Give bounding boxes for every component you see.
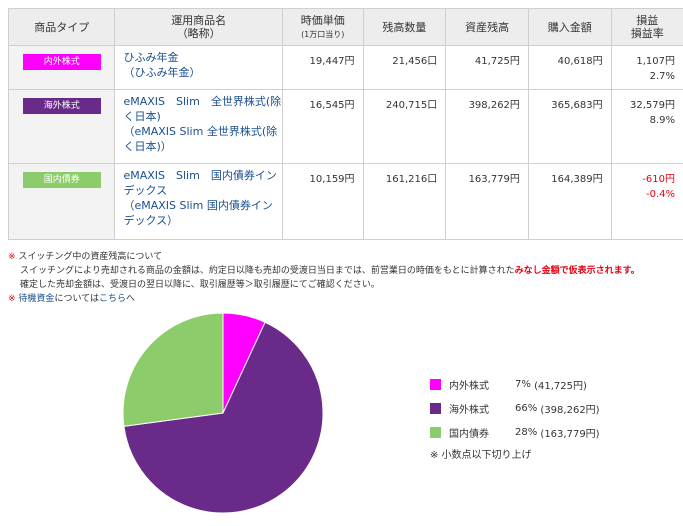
unit-price: 16,545円 xyxy=(281,89,364,164)
type-cell: 内外株式 xyxy=(7,45,116,90)
here-link[interactable]: こちら xyxy=(99,294,127,304)
legend-swatch xyxy=(430,426,441,438)
balance: 41,725円 xyxy=(445,45,529,90)
fund-name-cell: eMAXIS Slim 国内債券インデックス （eMAXIS Slim 国内債券… xyxy=(114,163,283,240)
type-badge: 海外株式 xyxy=(22,98,101,114)
pie-slice-2 xyxy=(123,321,324,514)
type-badge: 国内債券 xyxy=(22,172,101,188)
table-row: 内外株式 ひふみ年金 （ひふみ年金） 19,447円 21,456口 41,72… xyxy=(7,45,683,90)
balance: 163,779円 xyxy=(445,163,529,240)
notes: ※ スイッチング中の資産残高について スイッチングにより売却される商品の金額は、… xyxy=(8,250,683,306)
pl-cell: -610円 -0.4% xyxy=(610,163,683,240)
pl-rate: 8.9% xyxy=(649,115,675,126)
header-purchase: 購入金額 xyxy=(527,8,612,46)
standby-funds-note: ※ 待機資金についてはこちらへ xyxy=(8,294,136,304)
table-row: 国内債券 eMAXIS Slim 国内債券インデックス （eMAXIS Slim… xyxy=(7,163,683,240)
header-type: 商品タイプ xyxy=(7,8,116,46)
header-quantity: 残高数量 xyxy=(362,8,447,46)
fund-abbr-link[interactable]: （eMAXIS Slim 全世界株式(除く日本)） xyxy=(123,125,278,153)
pl-amount: -610円 xyxy=(642,174,675,185)
fund-name-link[interactable]: eMAXIS Slim 国内債券インデックス xyxy=(123,169,277,197)
pie-legend: 内外株式 7% (41,725円) 海外株式 66% (398,262円) 国内… xyxy=(430,372,600,461)
legend-swatch xyxy=(430,378,441,390)
provisional-amount-text: みなし金額で仮表示されます。 xyxy=(514,266,640,276)
fund-name-cell: eMAXIS Slim 全世界株式(除く日本) （eMAXIS Slim 全世界… xyxy=(114,89,283,164)
fund-name-cell: ひふみ年金 （ひふみ年金） xyxy=(114,45,283,90)
pie-slice-3 xyxy=(122,312,224,427)
pl-cell: 1,107円 2.7% xyxy=(610,45,683,90)
quantity: 21,456口 xyxy=(362,45,447,90)
header-unit-price: 時価単価 (1万口当り) xyxy=(281,8,364,46)
table-header-row: 商品タイプ 運用商品名 （略称） 時価単価 (1万口当り) 残高数量 資産残高 購入… xyxy=(7,8,683,46)
pl-amount: 32,579円 xyxy=(630,100,675,111)
legend-item: 国内債券 28% (163,779円) xyxy=(430,420,600,444)
legend-swatch xyxy=(430,402,441,414)
note-mark: ※ xyxy=(8,252,16,262)
quantity: 161,216口 xyxy=(362,163,447,240)
unit-price: 19,447円 xyxy=(281,45,364,90)
switching-note-title: ※ スイッチング中の資産残高について xyxy=(8,252,163,262)
header-pl: 損益 損益率 xyxy=(610,8,683,46)
legend-item: 海外株式 66% (398,262円) xyxy=(430,396,600,420)
pl-rate: -0.4% xyxy=(645,189,675,200)
type-cell: 国内債券 xyxy=(7,163,116,240)
pl-amount: 1,107円 xyxy=(636,56,675,67)
legend-item: 内外株式 7% (41,725円) xyxy=(430,372,600,396)
purchase: 40,618円 xyxy=(527,45,612,90)
balance: 398,262円 xyxy=(445,89,529,164)
header-name: 運用商品名 （略称） xyxy=(114,8,283,46)
table-row: 海外株式 eMAXIS Slim 全世界株式(除く日本) （eMAXIS Sli… xyxy=(7,89,683,164)
switching-note-confirm: 確定した売却金額は、受渡日の翌日以降に、取引履歴等＞取引履歴にてご確認ください。 xyxy=(20,280,380,290)
header-balance: 資産残高 xyxy=(445,8,529,46)
fund-name-link[interactable]: eMAXIS Slim 全世界株式(除く日本) xyxy=(123,95,282,123)
holdings-table: 商品タイプ 運用商品名 （略称） 時価単価 (1万口当り) 残高数量 資産残高 購入… xyxy=(7,8,683,240)
switching-note-body: スイッチングにより売却される商品の金額は、約定日以降も売却の受渡日当日までは、前… xyxy=(20,266,640,276)
quantity: 240,715口 xyxy=(362,89,447,164)
type-badge: 内外株式 xyxy=(22,54,101,70)
unit-price: 10,159円 xyxy=(281,163,364,240)
fund-name-link[interactable]: ひふみ年金 xyxy=(123,51,179,64)
type-cell: 海外株式 xyxy=(7,89,116,164)
allocation-pie-chart xyxy=(122,312,324,514)
pl-rate: 2.7% xyxy=(649,71,675,82)
purchase: 365,683円 xyxy=(527,89,612,164)
fund-abbr-link[interactable]: （ひふみ年金） xyxy=(123,66,201,79)
pl-cell: 32,579円 8.9% xyxy=(610,89,683,164)
fund-abbr-link[interactable]: （eMAXIS Slim 国内債券インデックス） xyxy=(123,199,273,227)
standby-funds-link[interactable]: 待機資金 xyxy=(18,294,55,304)
rounding-footnote: ※ 小数点以下切り上げ xyxy=(430,450,532,461)
purchase: 164,389円 xyxy=(527,163,612,240)
